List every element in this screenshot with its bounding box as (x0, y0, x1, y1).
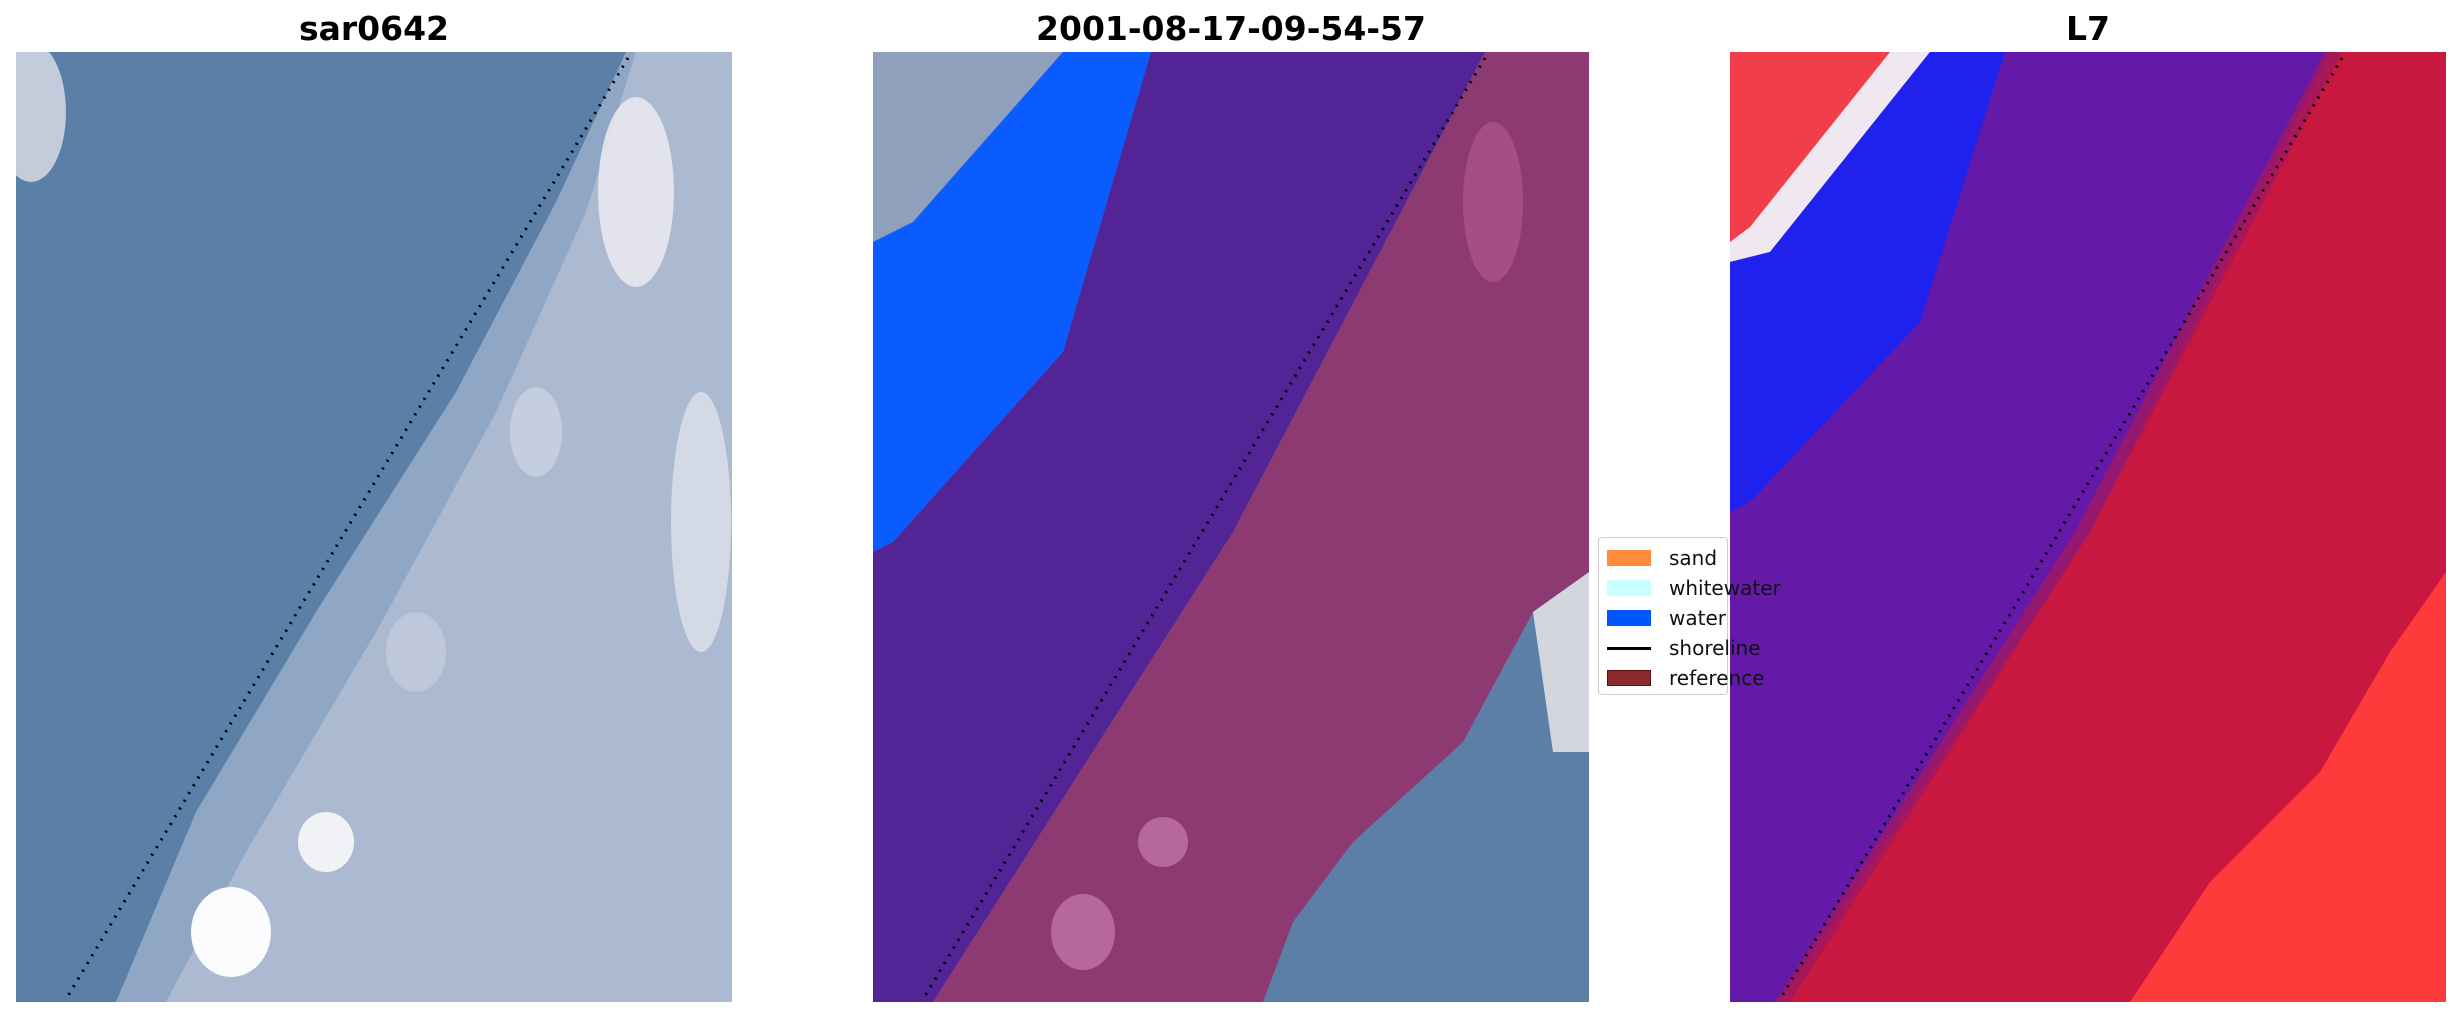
classification-image (873, 52, 1589, 1002)
legend-label-water: water (1669, 606, 1726, 630)
legend-swatch-reference (1607, 670, 1651, 686)
legend-swatch-sand (1607, 550, 1651, 566)
legend-swatch-whitewater (1607, 580, 1651, 596)
legend: sand whitewater water shoreline referenc… (1598, 537, 1781, 695)
legend-item-reference: reference (1607, 666, 1807, 690)
l7-index-image (1730, 52, 2446, 1002)
satellite-image-panel (16, 52, 732, 1002)
legend-label-sand: sand (1669, 546, 1718, 570)
legend-swatch-water (1607, 610, 1651, 626)
legend-swatch-shoreline (1607, 647, 1651, 650)
legend-item-shoreline: shoreline (1607, 636, 1807, 660)
legend-label-reference: reference (1669, 666, 1765, 690)
legend-item-water: water (1607, 606, 1807, 630)
panel-title-middle: 2001-08-17-09-54-57 (1036, 9, 1426, 48)
satellite-image (16, 52, 732, 1002)
legend-label-shoreline: shoreline (1669, 636, 1761, 660)
panel-title-right: L7 (2066, 9, 2110, 48)
l7-index-panel (1730, 52, 2446, 1002)
legend-label-whitewater: whitewater (1669, 576, 1781, 600)
legend-item-sand: sand (1607, 546, 1807, 570)
legend-item-whitewater: whitewater (1607, 576, 1807, 600)
classification-panel (873, 52, 1589, 1002)
panel-title-left: sar0642 (298, 9, 450, 48)
